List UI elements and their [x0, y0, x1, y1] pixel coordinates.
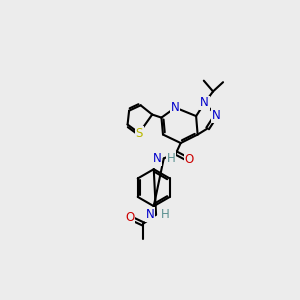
Text: S: S: [135, 127, 143, 140]
Text: N: N: [146, 208, 154, 221]
Text: N: N: [153, 152, 161, 165]
Text: O: O: [125, 211, 134, 224]
Text: N: N: [212, 109, 220, 122]
Text: N: N: [200, 97, 209, 110]
Text: H: H: [167, 152, 176, 165]
Text: H: H: [161, 208, 170, 221]
Text: O: O: [184, 154, 194, 166]
Text: N: N: [171, 101, 180, 114]
